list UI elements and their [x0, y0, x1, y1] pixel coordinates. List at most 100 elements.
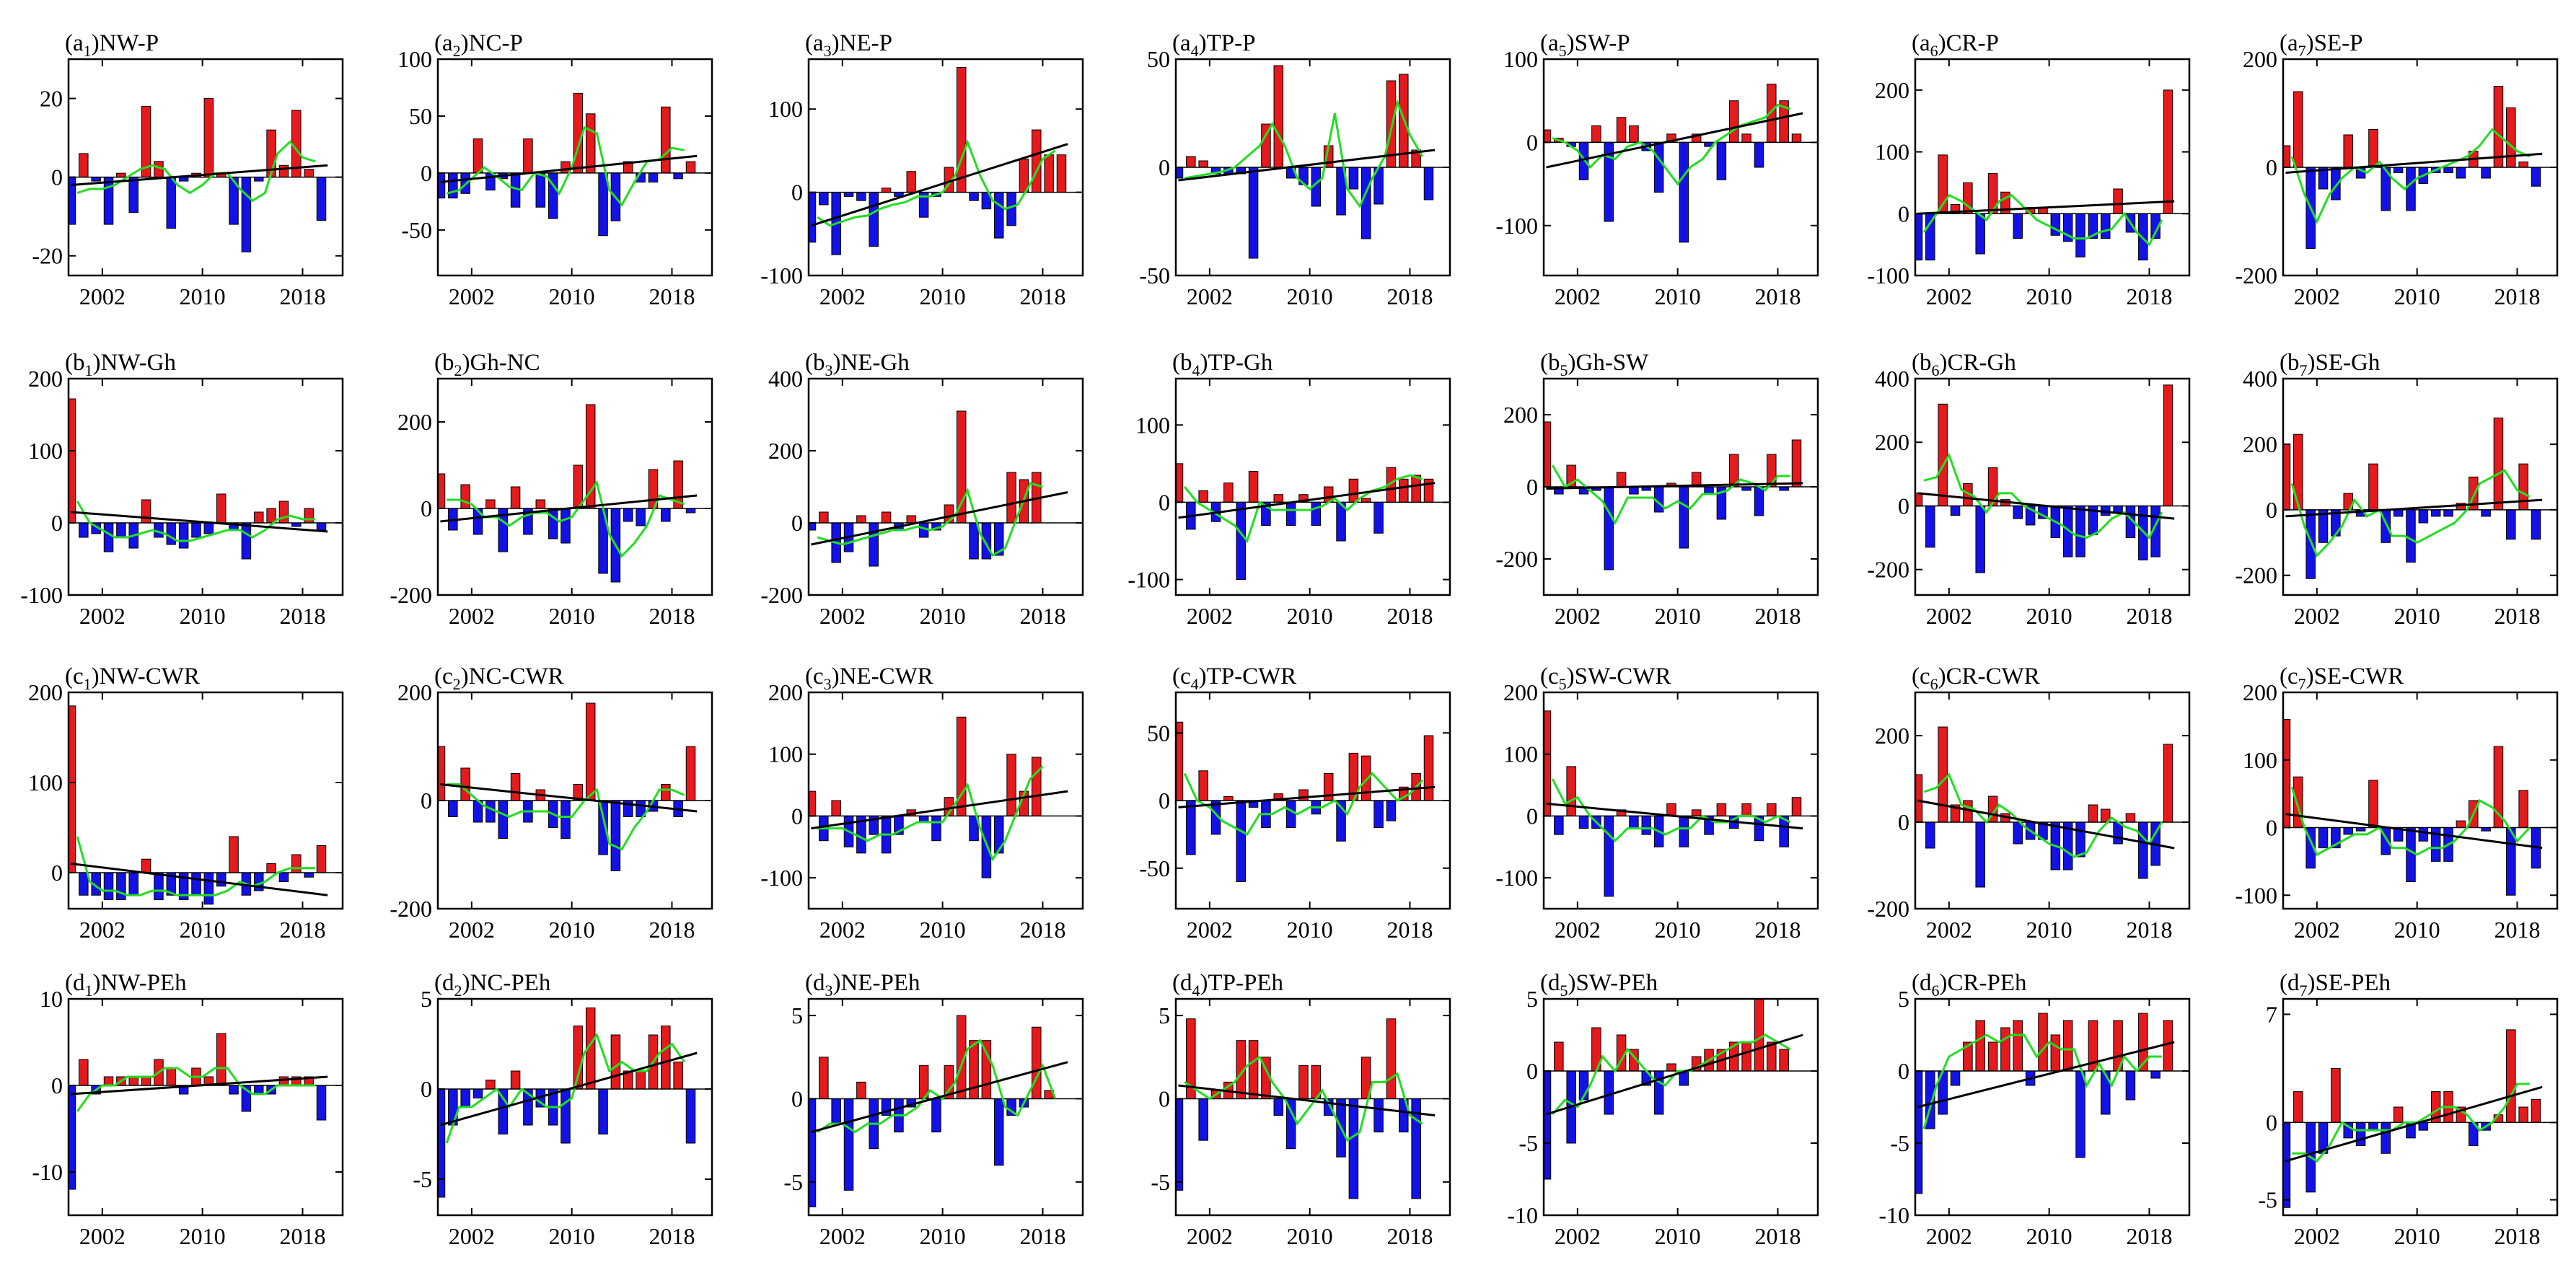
bar-b5-2011	[1679, 486, 1689, 549]
ytick-label: 5	[1159, 1002, 1170, 1028]
bar-d3-2002	[831, 1098, 841, 1124]
bar-d7-2004	[2331, 1067, 2341, 1123]
bar-d2-2002	[460, 1088, 470, 1108]
trend-line-a5	[1546, 112, 1803, 169]
plot-area	[1176, 1018, 1450, 1199]
axes-frame	[436, 58, 713, 277]
bar-b2-2020	[685, 508, 696, 514]
bar-d7-2001	[2293, 1091, 2303, 1123]
panel-title: (d3)NE-PEh	[805, 970, 920, 1000]
xtick-label: 2010	[180, 1223, 226, 1249]
bar-c5-2002	[1566, 766, 1576, 816]
bar-b6-2002	[1938, 403, 1948, 506]
plot-area	[1915, 1013, 2189, 1194]
xtick-label: 2010	[1287, 603, 1333, 629]
bar-c2-2012	[585, 702, 596, 801]
trend-line-d6	[1917, 1041, 2175, 1108]
panel-c5: -100 0 100 200 2002 2010 2018 (c5)SW-CWR	[1495, 664, 1819, 943]
bar-d4-2010	[1298, 1065, 1309, 1099]
plot-area	[1915, 89, 2189, 261]
bar-a5-2009	[1653, 141, 1664, 193]
bar-a5-2014	[1716, 141, 1727, 180]
bar-d6-2005	[1975, 1020, 1985, 1072]
xtick-label: 2018	[649, 1223, 695, 1249]
bar-a3-2019	[1044, 154, 1054, 193]
xtick-label: 2018	[2494, 283, 2540, 309]
bar-a1-2020	[316, 177, 327, 221]
trend-line-c3	[811, 790, 1068, 830]
bar-b5-2017	[1754, 486, 1764, 516]
axes-frame	[1914, 691, 2191, 910]
bar-b3-2016	[1006, 472, 1016, 524]
bar-a4-2014	[1348, 167, 1359, 190]
bar-d6-2012	[2062, 1020, 2073, 1072]
bar-b3-2001	[819, 511, 829, 524]
bar-c5-2020	[1791, 797, 1802, 816]
xtick-label: 2018	[1019, 603, 1065, 629]
bar-c5-2010	[1666, 803, 1676, 816]
plot-area	[1544, 421, 1818, 570]
bar-a7-2009	[2393, 167, 2404, 173]
bar-c1-2003	[103, 872, 114, 900]
xtick-label: 2010	[2026, 1223, 2072, 1249]
trend-line-c1	[71, 863, 328, 896]
bar-a2-2004	[485, 172, 496, 191]
bar-a7-2017	[2493, 86, 2504, 168]
ytick-label: -5	[1518, 1130, 1538, 1156]
panel-b1: -100 0 100 200 2002 2010 2018 (b1)NW-Gh	[20, 350, 344, 629]
xtick-label: 2010	[1287, 283, 1333, 309]
xtick-label: 2018	[2494, 917, 2540, 943]
xtick-label: 2002	[449, 283, 495, 309]
xtick-label: 2002	[1187, 1223, 1233, 1249]
ytick-label: -200	[1495, 546, 1538, 572]
bar-a7-2018	[2506, 107, 2516, 168]
smooth-line-c2	[447, 783, 685, 851]
xtick-label: 2002	[2294, 1223, 2340, 1249]
axes-frame	[2282, 997, 2559, 1217]
bar-d3-2015	[993, 1098, 1004, 1166]
ytick-label: 0	[51, 860, 63, 886]
ytick-label: 0	[421, 1076, 432, 1102]
panel-d7: -5 0 7 2002 2010 2018 (d7)SE-PEh	[2258, 970, 2559, 1249]
xtick-label: 2018	[2126, 283, 2172, 309]
ytick-label: 100	[1875, 139, 1909, 165]
bar-a4-2015	[1360, 167, 1371, 239]
bar-b3-2006	[881, 511, 892, 524]
bar-b5-2006	[1616, 472, 1627, 488]
trend-line-d4	[1178, 1084, 1436, 1117]
bar-c6-2018	[2138, 821, 2148, 879]
xtick-label: 2010	[1655, 603, 1701, 629]
bar-d3-2010	[931, 1098, 941, 1133]
smooth-line-c4	[1183, 772, 1423, 836]
smooth-line-a2	[446, 125, 685, 207]
bar-a3-2005	[869, 192, 879, 247]
bar-d1-2017	[278, 1076, 289, 1086]
ytick-label: 100	[1135, 412, 1170, 438]
trend-line-c5	[1546, 802, 1803, 830]
bar-a4-2020	[1423, 167, 1434, 200]
xtick-label: 2002	[819, 283, 866, 309]
xtick-label: 2002	[79, 603, 126, 629]
bar-a5-2004	[1591, 125, 1601, 143]
bar-b4-2011	[1311, 501, 1322, 526]
bar-c4-2009	[1285, 800, 1296, 828]
plot-area	[1544, 84, 1818, 243]
bar-d6-2007	[2000, 1027, 2010, 1072]
ytick-label: -200	[760, 582, 803, 608]
bar-d5-2010	[1666, 1063, 1676, 1072]
bar-c7-2003	[2318, 827, 2329, 849]
panel-title: (b4)TP-Gh	[1172, 350, 1273, 379]
axes-frame	[67, 997, 344, 1217]
bar-c5-2014	[1716, 803, 1727, 816]
panel-c6: -200 0 200 2002 2010 2018 (c6)CR-CWR	[1867, 664, 2191, 943]
bar-c6-2001	[1925, 821, 1935, 849]
plot-area	[809, 67, 1083, 255]
bar-b7-2013	[2443, 509, 2453, 517]
xtick-label: 2010	[920, 1223, 966, 1249]
bar-b7-2002	[2305, 509, 2316, 579]
axes-frame	[436, 377, 713, 596]
trend-line-a2	[440, 154, 698, 184]
bar-b2-2004	[485, 499, 496, 509]
xtick-label: 2010	[180, 603, 226, 629]
